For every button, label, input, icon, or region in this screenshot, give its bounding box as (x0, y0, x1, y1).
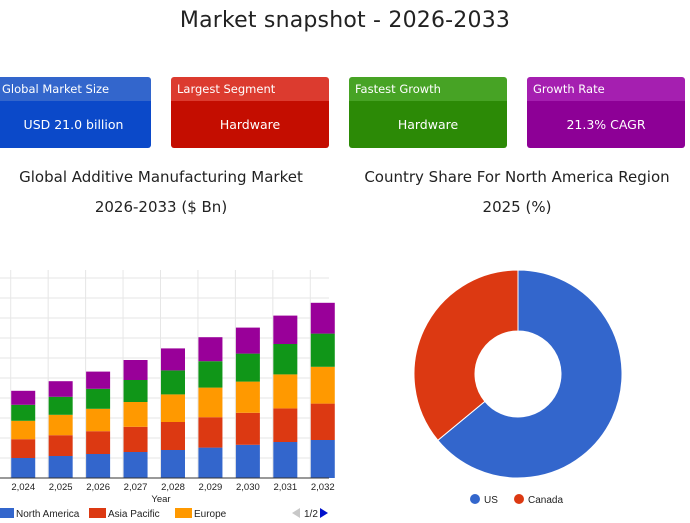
bar-segment-series-4-3[interactable] (123, 380, 148, 402)
bar-segment-series-4-6[interactable] (235, 353, 260, 382)
legend-label: US (484, 495, 498, 506)
bar-segment-series-5-0[interactable] (11, 390, 36, 405)
bar-segment-europe-6[interactable] (235, 381, 260, 413)
bar-segment-europe-4[interactable] (161, 394, 185, 422)
bar-segment-series-5-2[interactable] (86, 371, 111, 389)
bar-chart-title: Global Additive Manufacturing Market 202… (0, 162, 322, 222)
card-global-market-size: Global Market Size USD 21.0 billion (0, 77, 151, 148)
card-label: Largest Segment (171, 77, 329, 101)
card-value: Hardware (349, 101, 507, 148)
bar-segment-europe-7[interactable] (273, 374, 298, 409)
bar-segment-series-5-5[interactable] (198, 337, 223, 362)
x-tick-label: 2,031 (273, 482, 297, 493)
bar-chart-title-line2: 2026-2033 ($ Bn) (94, 198, 228, 216)
bar-segment-series-4-7[interactable] (273, 344, 298, 375)
x-tick-label: 2,030 (236, 482, 260, 493)
bar-segment-asia-pacific-4[interactable] (161, 422, 185, 450)
bar-segment-series-4-2[interactable] (86, 388, 111, 409)
x-tick-label: 2,024 (11, 482, 35, 493)
legend-swatch (175, 508, 192, 518)
bar-segment-north-america-4[interactable] (161, 450, 185, 478)
bar-segment-north-america-1[interactable] (48, 456, 73, 478)
card-label: Global Market Size (0, 77, 151, 101)
bar-segment-north-america-3[interactable] (123, 452, 148, 478)
donut-slice-canada[interactable] (413, 269, 519, 441)
donut-slice-us[interactable] (437, 269, 623, 479)
legend-label: Canada (528, 495, 563, 506)
x-tick-label: 2,026 (86, 482, 110, 493)
bar-segment-europe-1[interactable] (48, 414, 73, 436)
card-value: 21.3% CAGR (527, 101, 685, 148)
card-fastest-growth: Fastest Growth Hardware (349, 77, 507, 148)
card-value: Hardware (171, 101, 329, 148)
legend-dot (470, 494, 480, 504)
bar-segment-series-4-4[interactable] (161, 370, 185, 395)
x-tick-label: 2,028 (161, 482, 185, 493)
bar-segment-north-america-5[interactable] (198, 447, 223, 478)
bar-segment-series-4-0[interactable] (11, 404, 36, 421)
bar-segment-series-5-4[interactable] (161, 348, 185, 371)
legend-swatch (89, 508, 106, 518)
x-axis-label: Year (151, 494, 170, 505)
bar-segment-north-america-7[interactable] (273, 442, 298, 478)
card-growth-rate: Growth Rate 21.3% CAGR (527, 77, 685, 148)
bar-segment-asia-pacific-5[interactable] (198, 417, 223, 448)
card-label: Fastest Growth (349, 77, 507, 101)
bar-segment-north-america-6[interactable] (235, 444, 260, 478)
page-title: Market snapshot - 2026-2033 (179, 8, 511, 33)
bar-segment-north-america-0[interactable] (11, 458, 36, 478)
bar-segment-europe-0[interactable] (11, 420, 36, 440)
card-label: Growth Rate (527, 77, 685, 101)
bar-segment-asia-pacific-6[interactable] (235, 412, 260, 445)
bar-segment-asia-pacific-7[interactable] (273, 408, 298, 442)
bar-segment-series-4-8[interactable] (310, 333, 335, 367)
bar-segment-north-america-8[interactable] (310, 440, 335, 478)
donut-chart-title: Country Share For North America Region 2… (352, 162, 682, 222)
bar-segment-series-4-5[interactable] (198, 361, 223, 388)
legend-next-icon[interactable] (320, 508, 328, 518)
bar-segment-series-5-1[interactable] (48, 381, 73, 397)
bar-segment-europe-3[interactable] (123, 402, 148, 427)
legend-dot (514, 494, 524, 504)
bar-segment-asia-pacific-2[interactable] (86, 431, 111, 454)
card-value: USD 21.0 billion (0, 101, 151, 148)
bar-segment-series-5-8[interactable] (310, 302, 335, 334)
x-tick-label: 2,029 (199, 482, 223, 493)
donut-chart-title-line1: Country Share For North America Region (364, 168, 670, 186)
x-tick-label: 2,032 (311, 482, 335, 493)
x-tick-label: 2,027 (124, 482, 148, 493)
bar-segment-asia-pacific-3[interactable] (123, 426, 148, 452)
bar-segment-asia-pacific-0[interactable] (11, 439, 36, 458)
stacked-bar-chart: 2,024 2,025 2,026 2,027 2,028 2,029 2,030 2,031… (0, 270, 335, 520)
bar-chart-title-line1: Global Additive Manufacturing Market (19, 168, 303, 186)
legend-label: Europe (194, 509, 227, 520)
legend-prev-icon[interactable] (292, 508, 300, 518)
bar-segment-series-4-1[interactable] (48, 396, 73, 415)
bar-segment-asia-pacific-8[interactable] (310, 403, 335, 440)
bar-segment-asia-pacific-1[interactable] (48, 435, 73, 456)
bar-segment-series-5-3[interactable] (123, 360, 148, 380)
bar-segment-europe-5[interactable] (198, 387, 223, 418)
legend-page-indicator: 1/2 (304, 509, 318, 520)
bar-segment-series-5-7[interactable] (273, 315, 298, 344)
bar-segment-north-america-2[interactable] (86, 454, 111, 478)
legend-label: Asia Pacific (108, 509, 160, 520)
legend-label: North America (16, 509, 80, 520)
legend-swatch (0, 508, 14, 518)
donut-chart-title-line2: 2025 (%) (482, 198, 552, 216)
bar-segment-europe-2[interactable] (86, 408, 111, 432)
x-tick-label: 2,025 (49, 482, 73, 493)
bar-segment-europe-8[interactable] (310, 366, 335, 404)
bar-segment-series-5-6[interactable] (235, 327, 260, 354)
card-largest-segment: Largest Segment Hardware (171, 77, 329, 148)
